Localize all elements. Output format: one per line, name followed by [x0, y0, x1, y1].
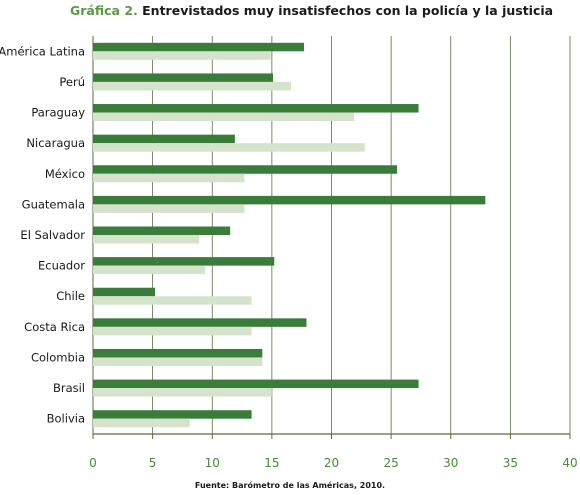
category-label: Guatemala: [22, 197, 85, 211]
x-tick-label: 0: [89, 456, 97, 470]
bar: [93, 418, 190, 428]
bar: [93, 143, 365, 152]
category-label: Perú: [59, 75, 85, 89]
category-label: Nicaragua: [26, 136, 85, 150]
category-label: Costa Rica: [24, 320, 85, 334]
bar: [93, 296, 252, 305]
x-tick-label: 5: [149, 456, 157, 470]
x-tick-label: 10: [205, 456, 220, 470]
bar: [93, 73, 274, 82]
bar: [93, 348, 263, 358]
bar: [93, 410, 252, 419]
bar: [93, 112, 355, 122]
bar: [93, 388, 272, 397]
bar: [93, 226, 231, 235]
chart-title-text: Entrevistados muy insatisfechos con la p…: [142, 3, 554, 18]
category-label: Bolivia: [47, 412, 85, 426]
x-tick-label: 20: [324, 456, 339, 470]
x-tick-label: 40: [562, 456, 577, 470]
bar: [93, 42, 305, 52]
category-label: Brasil: [53, 381, 85, 395]
bar: [93, 265, 206, 275]
category-label: Chile: [56, 289, 85, 303]
chart-title: Gráfica 2. Entrevistados muy insatisfech…: [70, 3, 553, 18]
bar: [93, 204, 245, 213]
x-tick-label: 25: [383, 456, 398, 470]
bar: [93, 104, 419, 113]
x-tick-label: 35: [503, 456, 518, 470]
bar: [93, 195, 486, 205]
category-label: Paraguay: [31, 106, 85, 120]
chart-title-prefix: Gráfica 2.: [70, 3, 138, 18]
bar: [93, 51, 271, 60]
bar: [93, 134, 235, 144]
bar: [93, 173, 245, 183]
bar: [93, 379, 419, 389]
bar: [93, 287, 156, 297]
category-label: América Latina: [0, 44, 85, 58]
source-note: Fuente: Barómetro de las Américas, 2010.: [194, 481, 386, 490]
x-tick-label: 30: [443, 456, 458, 470]
bar: [93, 357, 263, 366]
bar: [93, 326, 252, 336]
x-tick-label: 15: [264, 456, 279, 470]
bar: [93, 257, 275, 266]
category-label: Ecuador: [38, 259, 85, 273]
bar: [93, 81, 291, 91]
category-label: El Salvador: [20, 228, 85, 242]
category-label: México: [45, 167, 85, 181]
bar: [93, 235, 200, 244]
bar: [93, 165, 398, 174]
bar: [93, 318, 307, 327]
category-label: Colombia: [31, 350, 85, 364]
